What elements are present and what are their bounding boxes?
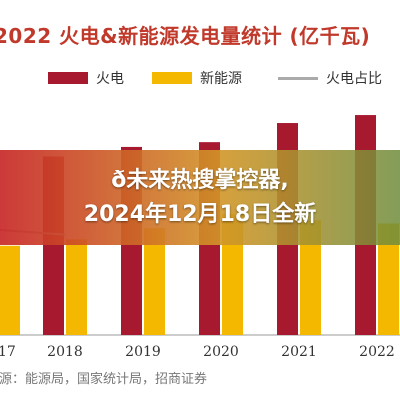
legend-item-renewable: 新能源 (152, 68, 242, 88)
legend-item-thermal: 火电 (48, 68, 124, 88)
tick-label-2020: 2020 (203, 344, 239, 360)
tick-label-2018: 2018 (47, 344, 83, 360)
bar-renewable-2022 (378, 223, 399, 335)
legend-label-thermal: 火电 (96, 71, 124, 87)
overlay-line-2: 2024年12月18日全新 (83, 202, 317, 227)
tick-label-2021: 2021 (281, 344, 317, 360)
legend-item-share: 火电占比 (278, 68, 382, 88)
bar-renewable-2018 (66, 239, 87, 335)
bar-renewable-2019 (144, 228, 165, 335)
legend-swatch-share (278, 76, 318, 80)
source-note: 来源：能源局，国家统计局，招商证券 (0, 372, 208, 387)
legend: 火电 新能源 火电占比 (0, 68, 400, 90)
legend-swatch-renewable (152, 72, 192, 84)
tick-label-2019: 2019 (125, 344, 161, 360)
legend-label-renewable: 新能源 (200, 71, 242, 87)
tick-label-2017: 2017 (0, 344, 16, 360)
overlay-line-1: ð未来热搜掌控器, (111, 168, 289, 193)
bar-renewable-2017 (0, 245, 20, 335)
chart-title: 2022 火电&新能源发电量统计 (亿千瓦) (0, 24, 371, 48)
bar-renewable-2021 (300, 220, 321, 335)
tick-label-2022: 2022 (359, 344, 395, 360)
legend-swatch-thermal (48, 72, 88, 84)
legend-label-share: 火电占比 (326, 71, 382, 87)
headline-overlay: ð未来热搜掌控器, 2024年12月18日全新 (0, 150, 400, 245)
